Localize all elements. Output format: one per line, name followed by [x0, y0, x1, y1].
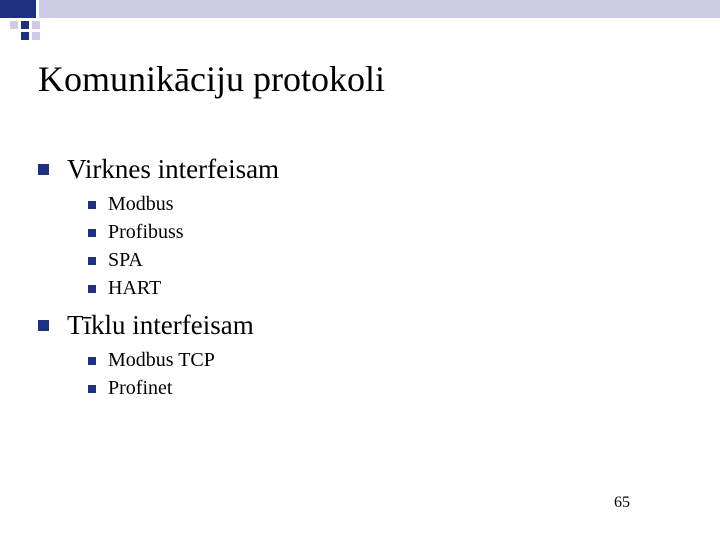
slide-header-decoration: [0, 0, 720, 22]
square-bullet-icon: [88, 357, 96, 365]
square-bullet-icon: [88, 257, 96, 265]
square-bullet-icon: [88, 385, 96, 393]
header-square-icon: [32, 32, 40, 40]
list-item-label: Modbus TCP: [108, 349, 215, 372]
list-item-label: Tīklu interfeisam: [67, 310, 254, 341]
sublist: Modbus Profibuss SPA HART: [88, 193, 279, 300]
page-number: 65: [614, 494, 630, 512]
square-bullet-icon: [38, 164, 49, 175]
list-item-level2: Profinet: [88, 377, 279, 400]
list-item-level2: HART: [88, 277, 279, 300]
list-item-level2: Profibuss: [88, 221, 279, 244]
header-square-icon: [10, 21, 18, 29]
header-square-icon: [21, 32, 29, 40]
list-item-level1: Tīklu interfeisam: [38, 310, 279, 341]
header-squares-row2: [21, 32, 40, 40]
list-item-label: HART: [108, 277, 161, 300]
list-item-level1: Virknes interfeisam: [38, 154, 279, 185]
list-item-label: Profibuss: [108, 221, 184, 244]
header-light-segment: [39, 0, 720, 18]
square-bullet-icon: [38, 320, 49, 331]
square-bullet-icon: [88, 201, 96, 209]
list-item-label: Profinet: [108, 377, 172, 400]
square-bullet-icon: [88, 229, 96, 237]
list-item-label: Virknes interfeisam: [67, 154, 279, 185]
list-item-level2: SPA: [88, 249, 279, 272]
header-square-icon: [32, 21, 40, 29]
sublist: Modbus TCP Profinet: [88, 349, 279, 400]
list-item-label: Modbus: [108, 193, 174, 216]
slide-title: Komunikāciju protokoli: [38, 58, 385, 100]
square-bullet-icon: [88, 285, 96, 293]
list-item-level2: Modbus TCP: [88, 349, 279, 372]
list-item-label: SPA: [108, 249, 143, 272]
header-dark-segment: [0, 0, 36, 18]
list-item-level2: Modbus: [88, 193, 279, 216]
header-squares-row1: [10, 21, 40, 29]
slide-content: Virknes interfeisam Modbus Profibuss SPA HAR…: [38, 154, 279, 410]
header-square-icon: [21, 21, 29, 29]
